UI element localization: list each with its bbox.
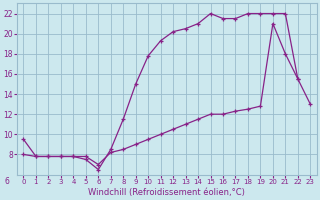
X-axis label: Windchill (Refroidissement éolien,°C): Windchill (Refroidissement éolien,°C) — [88, 188, 245, 197]
Text: 6: 6 — [4, 177, 9, 186]
